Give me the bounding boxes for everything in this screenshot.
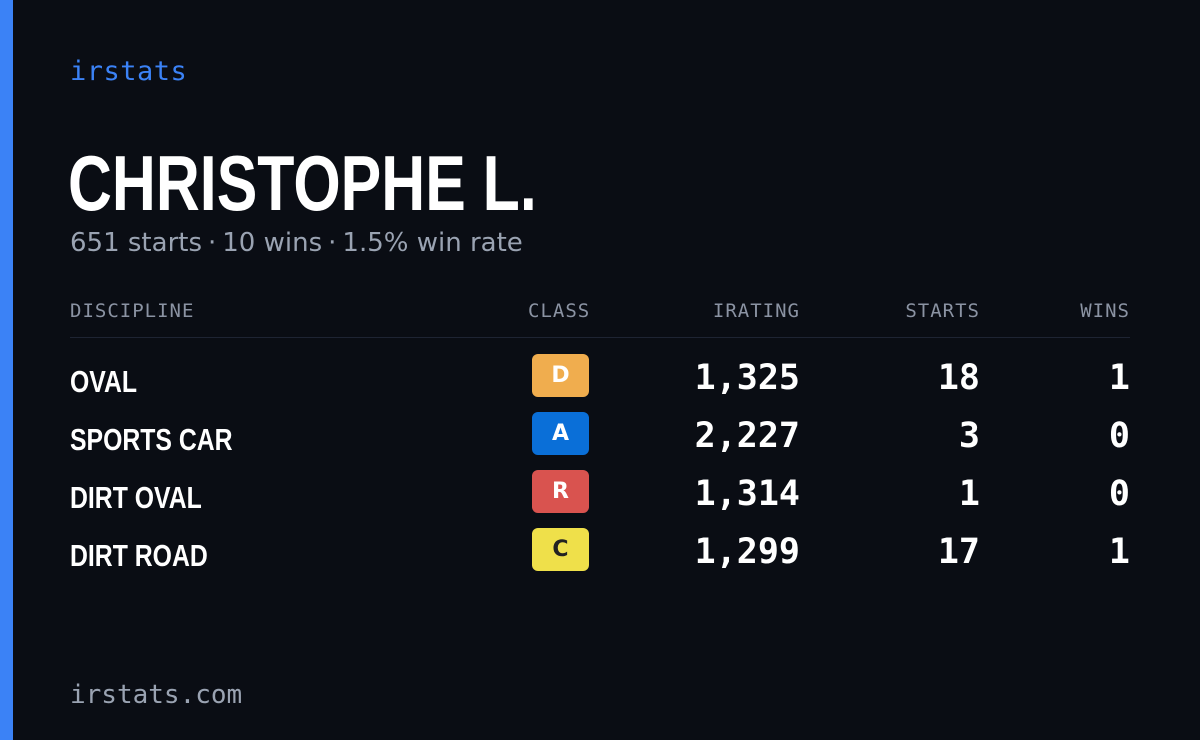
- license-class-badge: A: [532, 412, 589, 455]
- discipline-name: OVAL: [70, 364, 138, 399]
- table-row: SPORTS CAR A 2,227 3 0: [70, 408, 1130, 466]
- header-discipline: DISCIPLINE: [70, 300, 195, 322]
- table-header: DISCIPLINE CLASS IRATING STARTS WINS: [70, 300, 1130, 338]
- starts-value: 18: [937, 358, 980, 398]
- starts-value: 3: [958, 416, 980, 456]
- win-rate-summary: 1.5% win rate: [342, 228, 523, 258]
- player-summary: 651 starts · 10 wins · 1.5% win rate: [70, 228, 523, 258]
- brand-logo: irstats: [70, 56, 188, 87]
- player-name: CHRISTOPHE L.: [68, 139, 537, 227]
- wins-value: 0: [1108, 416, 1130, 456]
- irating-value: 1,314: [694, 474, 800, 514]
- separator: ·: [328, 228, 337, 258]
- separator: ·: [208, 228, 217, 258]
- header-wins: WINS: [1080, 300, 1130, 322]
- starts-summary: 651 starts: [70, 228, 202, 258]
- footer-url: irstats.com: [70, 680, 243, 710]
- discipline-name: DIRT ROAD: [70, 538, 208, 573]
- table-row: DIRT ROAD C 1,299 17 1: [70, 524, 1130, 582]
- table-row: DIRT OVAL R 1,314 1 0: [70, 466, 1130, 524]
- header-starts: STARTS: [905, 300, 980, 322]
- irating-value: 1,325: [694, 358, 800, 398]
- license-class-badge: D: [532, 354, 589, 397]
- wins-summary: 10 wins: [222, 228, 323, 258]
- wins-value: 1: [1108, 358, 1130, 398]
- discipline-table: OVAL D 1,325 18 1 SPORTS CAR A 2,227 3 0…: [70, 350, 1130, 582]
- license-class-badge: C: [532, 528, 589, 571]
- wins-value: 1: [1108, 532, 1130, 572]
- wins-value: 0: [1108, 474, 1130, 514]
- discipline-name: SPORTS CAR: [70, 422, 233, 457]
- header-class: CLASS: [528, 300, 591, 322]
- table-row: OVAL D 1,325 18 1: [70, 350, 1130, 408]
- license-class-badge: R: [532, 470, 589, 513]
- accent-bar: [0, 0, 13, 740]
- discipline-name: DIRT OVAL: [70, 480, 202, 515]
- irating-value: 2,227: [694, 416, 800, 456]
- irating-value: 1,299: [694, 532, 800, 572]
- header-irating: IRATING: [712, 300, 800, 322]
- starts-value: 17: [937, 532, 980, 572]
- starts-value: 1: [958, 474, 980, 514]
